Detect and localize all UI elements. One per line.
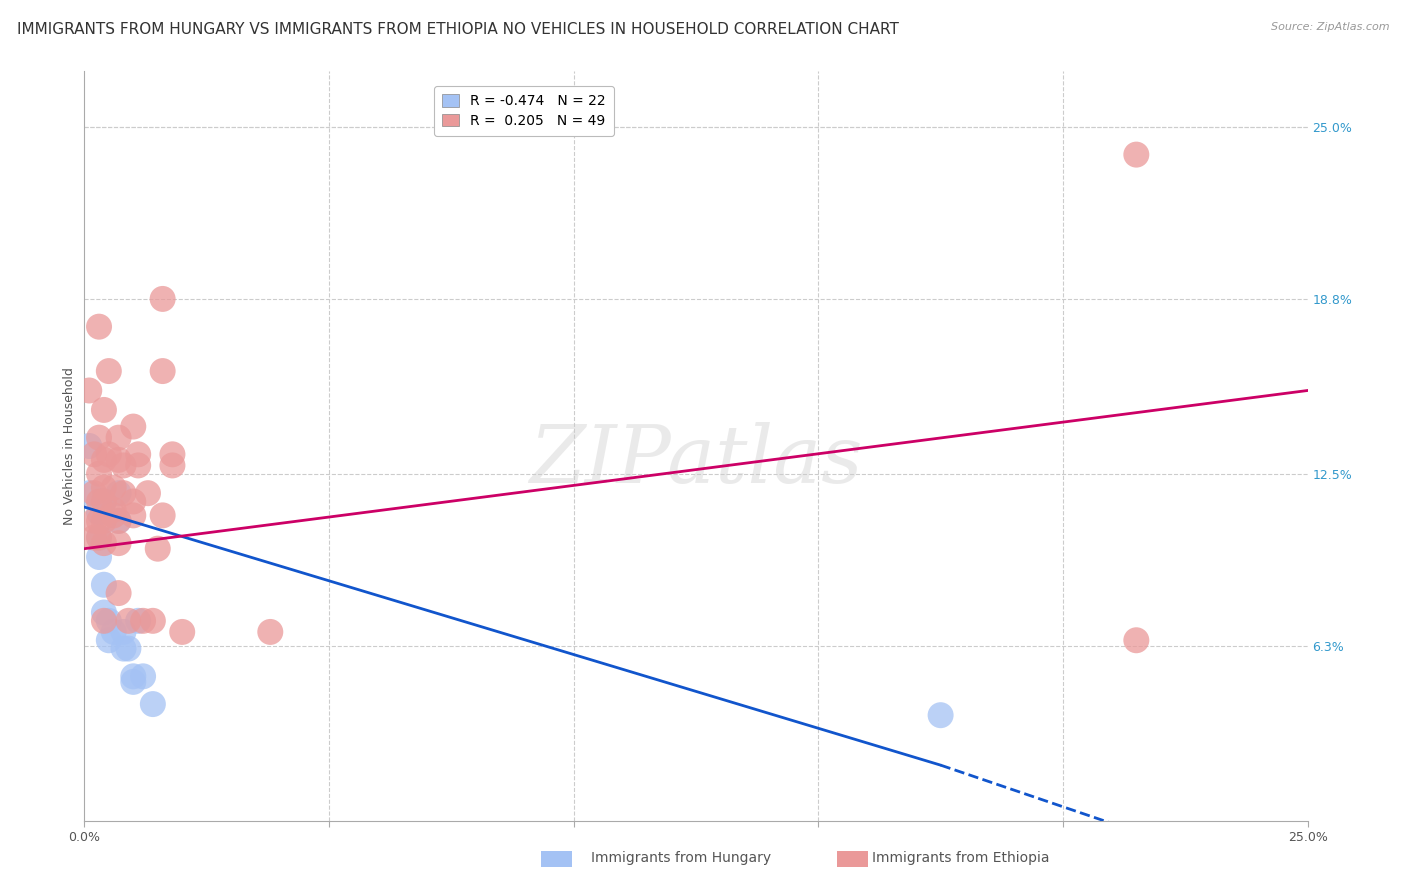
Point: [103, 503, 125, 517]
Point: [132, 614, 155, 628]
Text: Immigrants from Hungary: Immigrants from Hungary: [591, 851, 770, 865]
Point: [152, 292, 174, 306]
Point: [87, 431, 110, 445]
Point: [172, 624, 194, 639]
Point: [97, 447, 120, 461]
Point: [112, 641, 135, 656]
Point: [77, 486, 100, 500]
Point: [107, 486, 129, 500]
Point: [87, 531, 110, 545]
Point: [122, 669, 145, 683]
Point: [122, 508, 145, 523]
Point: [107, 453, 129, 467]
Point: [127, 447, 149, 461]
Point: [87, 549, 110, 564]
Point: [1125, 147, 1147, 161]
Point: [103, 624, 125, 639]
Point: [93, 481, 115, 495]
Point: [107, 514, 129, 528]
Point: [87, 467, 110, 481]
Point: [127, 614, 149, 628]
Legend: R = -0.474   N = 22, R =  0.205   N = 49: R = -0.474 N = 22, R = 0.205 N = 49: [434, 86, 614, 136]
Text: IMMIGRANTS FROM HUNGARY VS IMMIGRANTS FROM ETHIOPIA NO VEHICLES IN HOUSEHOLD COR: IMMIGRANTS FROM HUNGARY VS IMMIGRANTS FR…: [17, 22, 898, 37]
Point: [152, 508, 174, 523]
Point: [122, 494, 145, 508]
Point: [103, 481, 125, 495]
Point: [112, 624, 135, 639]
Point: [97, 633, 120, 648]
Point: [93, 536, 115, 550]
Point: [1125, 633, 1147, 648]
Point: [107, 514, 129, 528]
Y-axis label: No Vehicles in Household: No Vehicles in Household: [63, 368, 76, 524]
Point: [93, 494, 115, 508]
Point: [83, 514, 105, 528]
Point: [93, 606, 115, 620]
Point: [83, 531, 105, 545]
Point: [87, 319, 110, 334]
Point: [93, 453, 115, 467]
Point: [112, 458, 135, 473]
Point: [136, 486, 159, 500]
Point: [122, 674, 145, 689]
Point: [146, 541, 169, 556]
Point: [83, 447, 105, 461]
Point: [87, 506, 110, 520]
Point: [162, 458, 184, 473]
Point: [93, 494, 115, 508]
Point: [77, 439, 100, 453]
Point: [929, 708, 952, 723]
Point: [93, 514, 115, 528]
Point: [122, 419, 145, 434]
Point: [162, 447, 184, 461]
Point: [93, 578, 115, 592]
Point: [93, 403, 115, 417]
Point: [87, 494, 110, 508]
Point: [117, 641, 139, 656]
Point: [152, 364, 174, 378]
Point: [87, 514, 110, 528]
Point: [142, 697, 165, 711]
Point: [127, 458, 149, 473]
Point: [142, 614, 165, 628]
Text: Source: ZipAtlas.com: Source: ZipAtlas.com: [1271, 22, 1389, 32]
Point: [107, 586, 129, 600]
Point: [259, 624, 281, 639]
Point: [87, 531, 110, 545]
Point: [117, 614, 139, 628]
Point: [97, 614, 120, 628]
Text: Immigrants from Ethiopia: Immigrants from Ethiopia: [872, 851, 1049, 865]
Point: [77, 384, 100, 398]
Point: [107, 431, 129, 445]
Text: ZIPatlas: ZIPatlas: [529, 422, 863, 500]
Point: [97, 364, 120, 378]
Point: [107, 536, 129, 550]
Point: [103, 508, 125, 523]
Point: [132, 669, 155, 683]
Point: [93, 614, 115, 628]
Point: [83, 486, 105, 500]
Point: [112, 486, 135, 500]
